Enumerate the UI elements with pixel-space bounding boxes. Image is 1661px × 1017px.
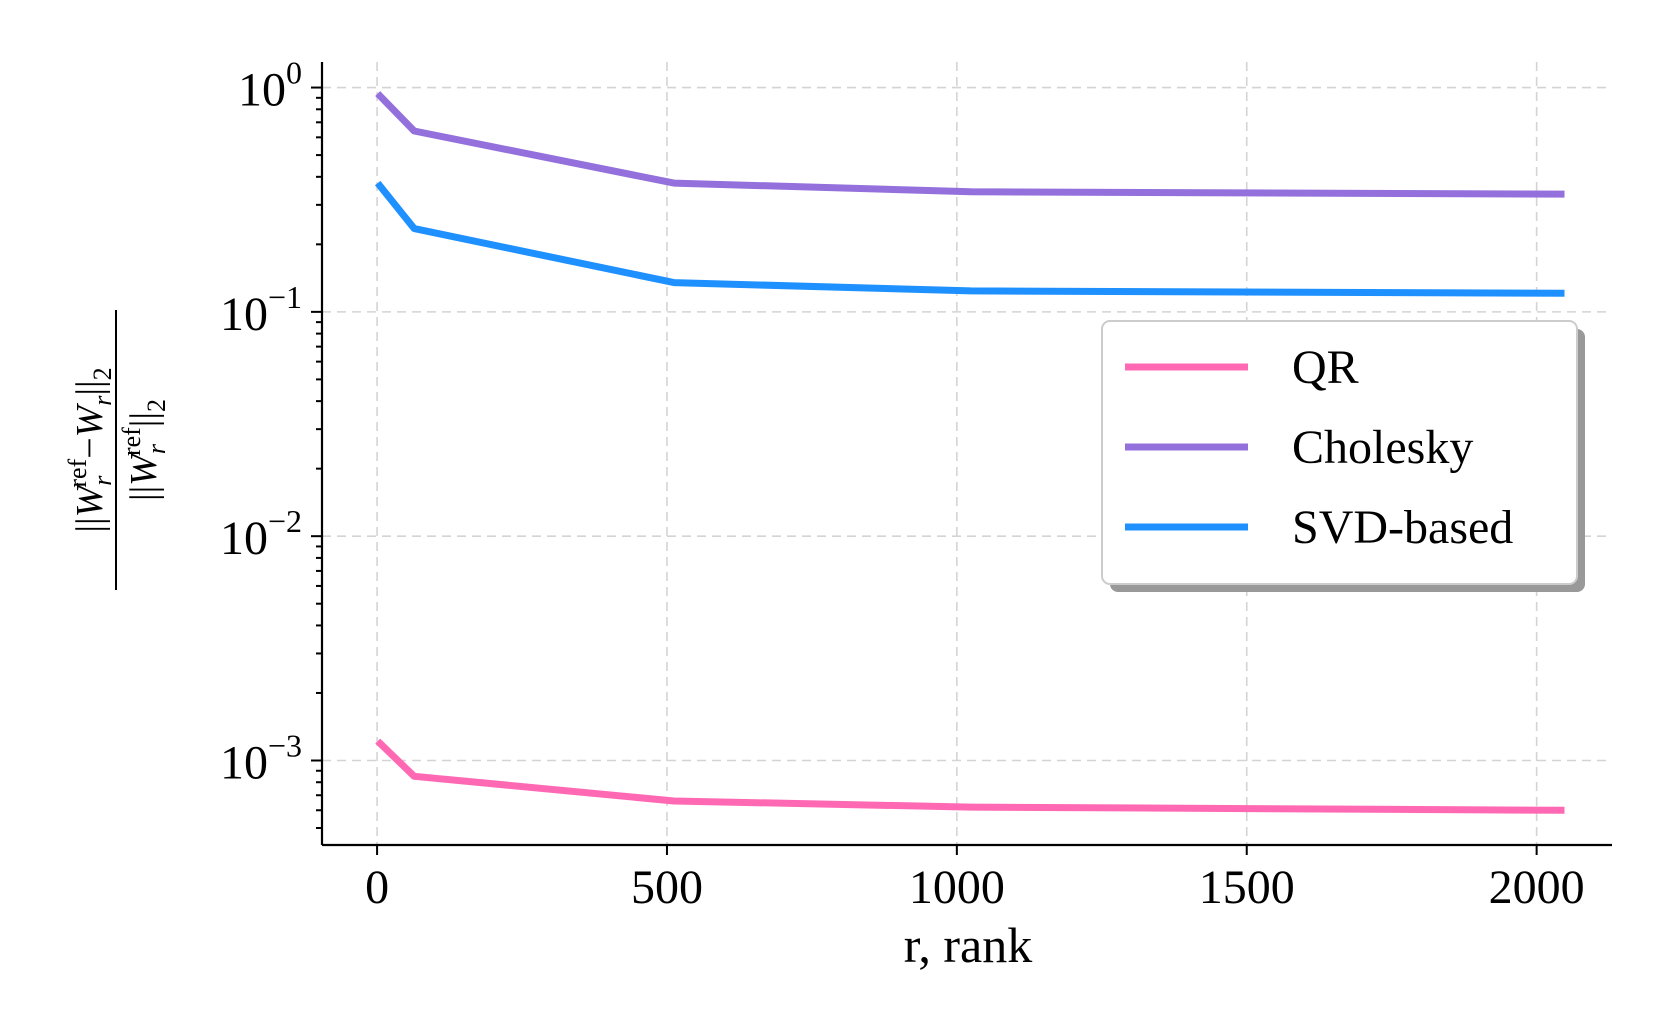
x-tick-label-1500: 1500 bbox=[1199, 861, 1295, 914]
ylab-norm-open: || bbox=[69, 517, 111, 532]
ylab-w2: W bbox=[69, 402, 111, 437]
y-tick-label-−2: 10−2 bbox=[220, 503, 302, 565]
ylab-d-sub-2: 2 bbox=[142, 399, 171, 412]
ylab-sup-ref: ref bbox=[63, 458, 92, 487]
y-tick-exponent: 0 bbox=[286, 55, 302, 91]
ylab-w: W bbox=[69, 482, 111, 517]
y-tick-exponent: −3 bbox=[268, 727, 302, 763]
x-tick-label-1000: 1000 bbox=[909, 861, 1005, 914]
y-tick-exponent: −2 bbox=[268, 503, 302, 539]
series-lines bbox=[374, 91, 1565, 814]
legend-label-qr: QR bbox=[1292, 341, 1359, 394]
ylab-sub-2: 2 bbox=[88, 367, 117, 380]
series-line-qr bbox=[375, 738, 1565, 814]
ylab-d-sub-r: r bbox=[142, 443, 171, 454]
ylab-d-w: W bbox=[123, 451, 165, 486]
legend-label-svd-based: SVD-based bbox=[1292, 501, 1513, 554]
legend: QR Cholesky SVD-based bbox=[1101, 320, 1585, 592]
ylab-minus: − bbox=[69, 437, 111, 458]
y-tick-labels: 100 10−1 10−2 10−3 bbox=[220, 55, 302, 790]
x-tick-label-2000: 2000 bbox=[1489, 861, 1585, 914]
x-tick-label-0: 0 bbox=[365, 861, 389, 914]
y-label-denominator: ||Wrref||2 bbox=[117, 399, 171, 501]
ylab-d-norm-close: || bbox=[123, 412, 165, 427]
y-axis-title: ||Wrref−Wr||2 ||Wrref||2 bbox=[63, 310, 171, 590]
legend-label-cholesky: Cholesky bbox=[1292, 421, 1473, 474]
ylab-sub-r2: r bbox=[88, 395, 117, 406]
y-label-numerator: ||Wrref−Wr||2 bbox=[63, 367, 117, 532]
x-tick-label-500: 500 bbox=[631, 861, 703, 914]
y-tick-label-−3: 10−3 bbox=[220, 727, 302, 789]
ylab-d-norm-open: || bbox=[123, 486, 165, 501]
series-line-svd-based bbox=[374, 180, 1565, 297]
y-tick-label-−1: 10−1 bbox=[220, 279, 302, 341]
ylab-norm-close: || bbox=[69, 380, 111, 395]
axes bbox=[311, 62, 1612, 855]
ylab-d-sup-ref: ref bbox=[117, 427, 146, 456]
x-tick-labels: 0 500 1000 1500 2000 bbox=[365, 861, 1585, 914]
legend-box bbox=[1101, 320, 1578, 585]
y-tick-label-0: 100 bbox=[238, 55, 302, 117]
y-tick-exponent: −1 bbox=[268, 279, 302, 315]
ylab-sub-r: r bbox=[88, 475, 117, 486]
x-axis-title: r, rank bbox=[904, 917, 1033, 973]
series-line-cholesky bbox=[375, 91, 1565, 198]
